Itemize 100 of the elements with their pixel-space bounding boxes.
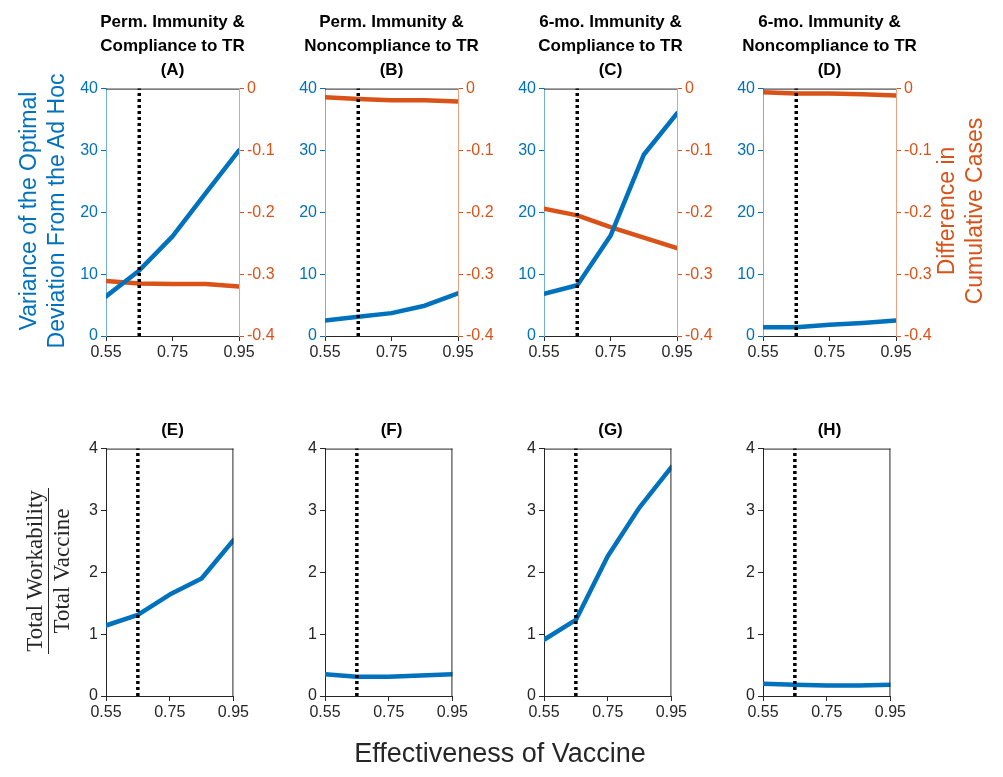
x-tick-label: 0.55 <box>528 343 560 361</box>
chart-subtitle: (A) <box>160 59 185 81</box>
y-tick-label: 0 <box>746 326 756 344</box>
chart-title: 6-mo. Immunity & Compliance to TR <box>537 11 684 57</box>
y-tick-label: 1 <box>746 624 756 642</box>
x-tick-label: 0.75 <box>373 703 405 721</box>
y2-tick-label: -0.2 <box>247 202 275 220</box>
y-tick-label: 3 <box>527 500 537 518</box>
y2-tick-label: -0.4 <box>247 326 275 344</box>
x-tick-label: 0.95 <box>880 343 912 361</box>
y-tick-label: 40 <box>737 79 756 97</box>
y2-tick-label: -0.3 <box>466 264 494 282</box>
y-tick-label: 4 <box>746 439 756 457</box>
chart-title: (E) <box>161 420 184 439</box>
y-tick-label: 0 <box>527 326 537 344</box>
x-tick-label: 0.75 <box>156 343 189 361</box>
y2-tick-label: -0.4 <box>466 326 494 344</box>
y-tick-label: 20 <box>737 202 756 220</box>
y2-tick-label: 0 <box>466 79 475 97</box>
y2-tick-label: -0.3 <box>685 264 713 282</box>
x-tick-label: 0.75 <box>811 703 843 721</box>
x-tick-label: 0.75 <box>375 343 408 361</box>
y-tick-label: 40 <box>80 79 99 97</box>
chart-title: (H) <box>817 420 842 439</box>
y-tick-label: 3 <box>89 500 99 518</box>
chart-subtitle: (C) <box>598 59 623 81</box>
x-axis-title: Effectiveness of Vaccine <box>353 738 647 769</box>
x-tick-label: 0.75 <box>594 343 627 361</box>
y-tick-label: 1 <box>308 624 318 642</box>
y-tick-label: 1 <box>89 624 99 642</box>
x-tick-label: 0.55 <box>747 703 779 721</box>
y-tick-label: 0 <box>308 686 318 704</box>
y-tick-label: 20 <box>80 202 99 220</box>
y-tick-label: 0 <box>308 326 318 344</box>
x-tick-label: 0.75 <box>813 343 846 361</box>
y-tick-label: 10 <box>299 264 318 282</box>
x-tick-label: 0.55 <box>90 703 122 721</box>
y2-tick-label: 0 <box>685 79 694 97</box>
y2-tick-label: -0.1 <box>685 140 713 158</box>
x-tick-label: 0.55 <box>309 343 341 361</box>
chart-title: 6-mo. Immunity & Noncompliance to TR <box>741 11 918 57</box>
x-tick-label: 0.95 <box>223 343 255 361</box>
y2-tick-label: -0.1 <box>466 140 494 158</box>
y2-tick-label: -0.3 <box>247 264 275 282</box>
x-tick-label: 0.55 <box>747 343 779 361</box>
y2-tick-label: -0.1 <box>247 140 275 158</box>
chart-subtitle: (B) <box>379 59 404 81</box>
y2-tick-label: -0.4 <box>685 326 713 344</box>
y-tick-label: 2 <box>527 562 537 580</box>
y-tick-label: 40 <box>518 79 537 97</box>
y-tick-label: 2 <box>746 562 756 580</box>
y-tick-label: 30 <box>737 140 756 158</box>
y-tick-label: 3 <box>308 500 318 518</box>
x-tick-label: 0.95 <box>442 343 474 361</box>
y2-tick-label: -0.1 <box>904 140 932 158</box>
y-tick-label: 10 <box>737 264 756 282</box>
x-tick-label: 0.95 <box>874 703 907 721</box>
y2-tick-label: -0.2 <box>904 202 932 220</box>
y-tick-label: 30 <box>299 140 318 158</box>
y-tick-label: 4 <box>527 439 537 457</box>
y2-tick-label: 0 <box>904 79 913 97</box>
y-tick-label: 2 <box>308 562 318 580</box>
chart-title: (G) <box>598 420 623 439</box>
y2-tick-label: -0.2 <box>685 202 713 220</box>
y-tick-label: 10 <box>80 264 99 282</box>
chart-title: Perm. Immunity & Noncompliance to TR <box>303 11 480 57</box>
x-tick-label: 0.75 <box>592 703 624 721</box>
chart-subtitle: (D) <box>817 59 842 81</box>
x-tick-label: 0.55 <box>528 703 560 721</box>
x-tick-label: 0.75 <box>154 703 186 721</box>
y2-tick-label: 0 <box>247 79 256 97</box>
y-tick-label: 3 <box>746 500 756 518</box>
y-tick-label: 10 <box>518 264 537 282</box>
chart-title: (F) <box>380 420 403 439</box>
y-tick-label: 40 <box>299 79 318 97</box>
x-tick-label: 0.55 <box>90 343 122 361</box>
y-tick-label: 30 <box>518 140 537 158</box>
x-tick-label: 0.95 <box>436 703 469 721</box>
y-tick-label: 0 <box>89 686 99 704</box>
x-tick-label: 0.95 <box>655 703 688 721</box>
y-tick-label: 30 <box>80 140 99 158</box>
x-tick-label: 0.95 <box>661 343 693 361</box>
y-tick-label: 1 <box>527 624 537 642</box>
y-tick-label: 20 <box>299 202 318 220</box>
y-tick-label: 0 <box>527 686 537 704</box>
y-tick-label: 20 <box>518 202 537 220</box>
y-tick-label: 4 <box>308 439 318 457</box>
y-tick-label: 0 <box>89 326 99 344</box>
x-tick-label: 0.55 <box>309 703 341 721</box>
y2-tick-label: -0.4 <box>904 326 932 344</box>
y-tick-label: 4 <box>89 439 99 457</box>
y-axis-title: Variance of the Optimal Deviation From the Ad Hoc <box>14 72 70 351</box>
y2-axis-title: Difference in Cumulative Cases <box>932 116 988 307</box>
y-tick-label: 0 <box>746 686 756 704</box>
y2-tick-label: -0.2 <box>466 202 494 220</box>
y-axis-title: Total Workability Total Vaccine <box>21 489 75 654</box>
x-tick-label: 0.95 <box>217 703 250 721</box>
chart-title: Perm. Immunity & Compliance to TR <box>99 11 246 57</box>
y2-tick-label: -0.3 <box>904 264 932 282</box>
y-tick-label: 2 <box>89 562 99 580</box>
